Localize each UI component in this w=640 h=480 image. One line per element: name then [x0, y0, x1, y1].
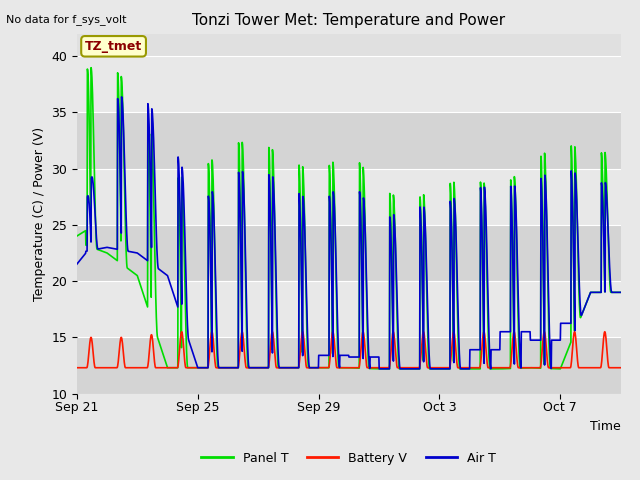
- Bar: [77, 337, 621, 394]
- Bar: [77, 168, 621, 225]
- Bar: [77, 225, 621, 281]
- Bar: [77, 56, 621, 112]
- Legend: Panel T, Battery V, Air T: Panel T, Battery V, Air T: [196, 447, 501, 469]
- Text: No data for f_sys_volt: No data for f_sys_volt: [6, 14, 127, 25]
- Bar: [77, 281, 621, 337]
- Title: Tonzi Tower Met: Temperature and Power: Tonzi Tower Met: Temperature and Power: [192, 13, 506, 28]
- X-axis label: Time: Time: [590, 420, 621, 433]
- Text: TZ_tmet: TZ_tmet: [85, 40, 142, 53]
- Bar: [77, 112, 621, 168]
- Y-axis label: Temperature (C) / Power (V): Temperature (C) / Power (V): [33, 127, 45, 300]
